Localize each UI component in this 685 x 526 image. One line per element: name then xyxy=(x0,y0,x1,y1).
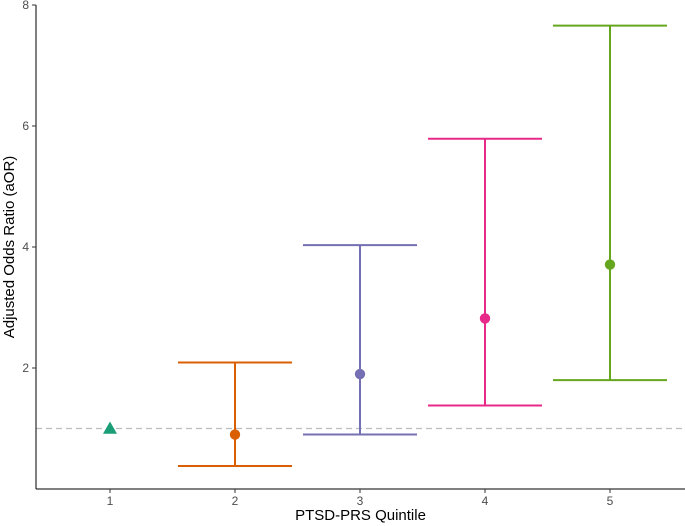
point-2 xyxy=(229,429,241,440)
y-tick-label-4: 4 xyxy=(22,240,29,254)
x-tick-label-1: 1 xyxy=(107,494,114,508)
x-tick-label-2: 2 xyxy=(232,494,239,508)
quintile-4-group xyxy=(428,137,542,407)
y-tick-label-8: 8 xyxy=(22,0,29,12)
point-3 xyxy=(354,368,366,380)
quintile-1-group xyxy=(103,421,117,434)
x-tick-label-3: 3 xyxy=(357,494,364,508)
point-1-reference xyxy=(103,421,117,434)
y-tick-label-2: 2 xyxy=(22,361,29,375)
y-axis-title: Adjusted Odds Ratio (aOR) xyxy=(1,156,18,339)
marks-layer xyxy=(103,24,667,468)
y-tick-label-6: 6 xyxy=(22,119,29,133)
axes-layer: 2 4 6 8 1 2 3 4 5 xyxy=(22,0,685,508)
x-tick-label-4: 4 xyxy=(482,494,489,508)
quintile-5-group xyxy=(553,24,667,382)
point-5 xyxy=(604,259,616,270)
quintile-3-group xyxy=(303,244,417,436)
x-tick-label-5: 5 xyxy=(607,494,614,508)
quintile-2-group xyxy=(178,361,292,468)
x-axis-title: PTSD-PRS Quintile xyxy=(295,507,426,524)
point-4 xyxy=(479,313,491,324)
